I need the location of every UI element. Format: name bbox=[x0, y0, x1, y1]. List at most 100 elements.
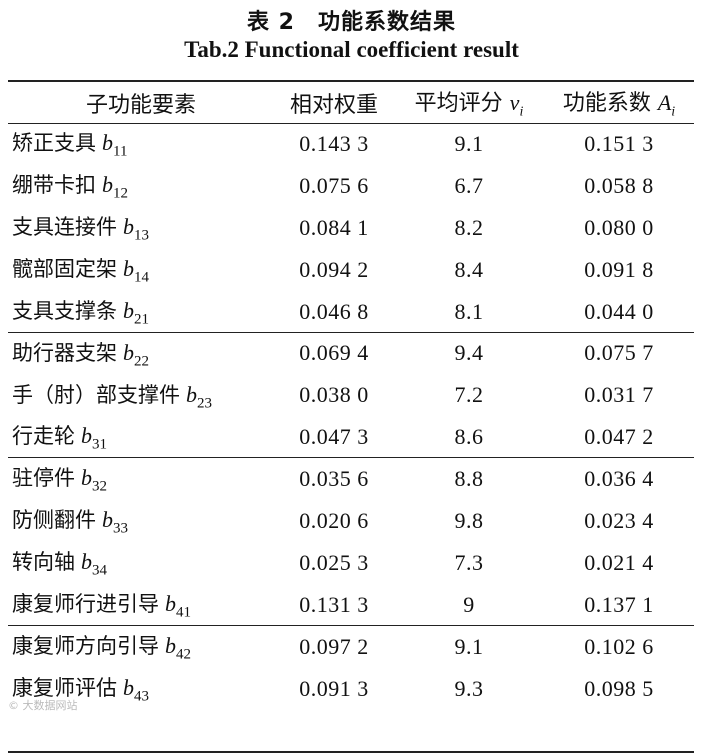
group-divider bbox=[8, 332, 694, 333]
element-cell: 髋部固定架 b14 bbox=[8, 249, 274, 291]
element-cell: 康复师行进引导 b41 bbox=[8, 584, 274, 626]
table-row: 髋部固定架 b14 0.094 2 8.4 0.091 8 bbox=[8, 249, 694, 291]
functional-coefficient-table: 子功能要素 相对权重 平均评分 vi 功能系数 Ai 矫正支具 b11 0.143 … bbox=[8, 82, 694, 709]
element-name: 防侧翻件 bbox=[12, 508, 96, 533]
element-cell: 矫正支具 b11 bbox=[8, 123, 274, 165]
header-score: 平均评分 vi bbox=[394, 82, 544, 123]
header-element: 子功能要素 bbox=[85, 92, 196, 118]
table-row: 手（肘）部支撑件 b23 0.038 0 7.2 0.031 7 bbox=[8, 374, 694, 416]
element-cell: 助行器支架 b22 bbox=[8, 332, 274, 374]
score-cell: 9.8 bbox=[454, 507, 484, 533]
table-row: 支具支撑条 b21 0.046 8 8.1 0.044 0 bbox=[8, 291, 694, 333]
element-cell: 转向轴 b34 bbox=[8, 542, 274, 584]
element-cell: 支具连接件 b13 bbox=[8, 207, 274, 249]
element-code: b14 bbox=[123, 255, 149, 286]
element-name: 绷带卡扣 bbox=[12, 173, 96, 198]
weight-cell: 0.046 8 bbox=[299, 298, 369, 324]
weight-cell: 0.131 3 bbox=[299, 591, 369, 617]
element-cell: 康复师方向引导 b42 bbox=[8, 626, 274, 668]
score-cell: 8.1 bbox=[454, 298, 484, 324]
element-code: b33 bbox=[102, 507, 128, 537]
element-cell: 绷带卡扣 b12 bbox=[8, 165, 274, 207]
coefficient-cell: 0.047 2 bbox=[584, 424, 654, 450]
weight-cell: 0.143 3 bbox=[299, 130, 369, 156]
table-row: 行走轮 b31 0.047 3 8.6 0.047 2 bbox=[8, 416, 694, 458]
element-code: b43 bbox=[123, 674, 149, 705]
score-cell: 8.4 bbox=[454, 256, 484, 282]
element-name: 驻停件 bbox=[12, 466, 75, 491]
coefficient-cell: 0.031 7 bbox=[584, 382, 654, 408]
element-name: 髋部固定架 bbox=[12, 256, 117, 281]
coefficient-cell: 0.044 0 bbox=[584, 298, 654, 324]
score-cell: 6.7 bbox=[454, 172, 484, 198]
element-name: 手（肘）部支撑件 bbox=[12, 382, 180, 407]
table-title-english: Tab.2 Functional coefficient result bbox=[184, 37, 519, 62]
header-rule bbox=[8, 123, 694, 124]
score-cell: 9 bbox=[463, 591, 475, 617]
weight-cell: 0.020 6 bbox=[299, 507, 369, 533]
score-cell: 9.1 bbox=[454, 633, 484, 659]
table-row: 康复师评估 b43 0.091 3 9.3 0.098 5 bbox=[8, 668, 694, 710]
element-name: 支具连接件 bbox=[12, 215, 117, 240]
coefficient-cell: 0.075 7 bbox=[584, 340, 654, 366]
top-rule bbox=[8, 80, 694, 82]
element-name: 康复师行进引导 bbox=[12, 592, 159, 617]
weight-cell: 0.084 1 bbox=[299, 214, 369, 240]
score-cell: 8.6 bbox=[454, 424, 484, 450]
element-code: b12 bbox=[102, 172, 128, 202]
header-weight: 相对权重 bbox=[289, 92, 378, 118]
score-cell: 9.3 bbox=[454, 675, 484, 701]
table-row: 转向轴 b34 0.025 3 7.3 0.021 4 bbox=[8, 542, 694, 584]
coefficient-cell: 0.137 1 bbox=[584, 591, 654, 617]
element-code: b13 bbox=[123, 214, 149, 244]
weight-cell: 0.025 3 bbox=[299, 549, 369, 575]
coefficient-cell: 0.021 4 bbox=[584, 549, 654, 575]
header-row: 子功能要素 相对权重 平均评分 vi 功能系数 Ai bbox=[8, 82, 694, 123]
element-code: b22 bbox=[123, 339, 149, 370]
element-cell: 防侧翻件 b33 bbox=[8, 500, 274, 542]
table-row: 助行器支架 b22 0.069 4 9.4 0.075 7 bbox=[8, 332, 694, 374]
coefficient-cell: 0.080 0 bbox=[584, 214, 654, 240]
weight-cell: 0.038 0 bbox=[299, 382, 369, 408]
element-code: b11 bbox=[102, 130, 128, 160]
element-cell: 手（肘）部支撑件 b23 bbox=[8, 374, 274, 416]
group-divider bbox=[8, 457, 694, 458]
table-row: 康复师行进引导 b41 0.131 3 9 0.137 1 bbox=[8, 584, 694, 626]
score-cell: 9.1 bbox=[454, 130, 484, 156]
table-row: 驻停件 b32 0.035 6 8.8 0.036 4 bbox=[8, 458, 694, 500]
element-name: 支具支撑条 bbox=[12, 298, 117, 323]
element-code: b32 bbox=[81, 465, 107, 495]
element-cell: 驻停件 b32 bbox=[8, 458, 274, 500]
table-row: 矫正支具 b11 0.143 3 9.1 0.151 3 bbox=[8, 123, 694, 165]
element-name: 转向轴 bbox=[12, 550, 75, 575]
coefficient-cell: 0.098 5 bbox=[584, 675, 654, 701]
element-name: 行走轮 bbox=[12, 424, 75, 449]
score-cell: 8.2 bbox=[454, 214, 484, 240]
element-code: b34 bbox=[81, 549, 107, 579]
coefficient-cell: 0.091 8 bbox=[584, 256, 654, 282]
element-cell: 支具支撑条 b21 bbox=[8, 291, 274, 333]
table-row: 防侧翻件 b33 0.020 6 9.8 0.023 4 bbox=[8, 500, 694, 542]
element-code: b41 bbox=[165, 591, 191, 621]
header-coefficient-variable: Ai bbox=[657, 89, 676, 120]
element-cell: 康复师评估 b43 bbox=[8, 668, 274, 710]
header-score-label: 平均评分 bbox=[414, 90, 503, 116]
header-score-variable: vi bbox=[509, 89, 524, 120]
coefficient-cell: 0.036 4 bbox=[584, 466, 654, 492]
table-row: 支具连接件 b13 0.084 1 8.2 0.080 0 bbox=[8, 207, 694, 249]
element-code: b21 bbox=[123, 297, 149, 328]
element-code: b23 bbox=[186, 381, 212, 411]
score-cell: 9.4 bbox=[454, 340, 484, 366]
weight-cell: 0.094 2 bbox=[299, 256, 369, 282]
coefficient-cell: 0.102 6 bbox=[584, 633, 654, 659]
weight-cell: 0.097 2 bbox=[299, 633, 369, 659]
table-title-chinese: 表 2 功能系数结果 bbox=[247, 10, 456, 35]
watermark: © 大数据网站 bbox=[8, 699, 78, 712]
table-row: 绷带卡扣 b12 0.075 6 6.7 0.058 8 bbox=[8, 165, 694, 207]
table-body: 矫正支具 b11 0.143 3 9.1 0.151 3 绷带卡扣 b12 0.075 6 6.… bbox=[8, 123, 694, 709]
group-divider bbox=[8, 625, 694, 626]
element-code: b42 bbox=[165, 632, 191, 663]
score-cell: 8.8 bbox=[454, 466, 484, 492]
weight-cell: 0.091 3 bbox=[299, 675, 369, 701]
coefficient-cell: 0.058 8 bbox=[584, 172, 654, 198]
